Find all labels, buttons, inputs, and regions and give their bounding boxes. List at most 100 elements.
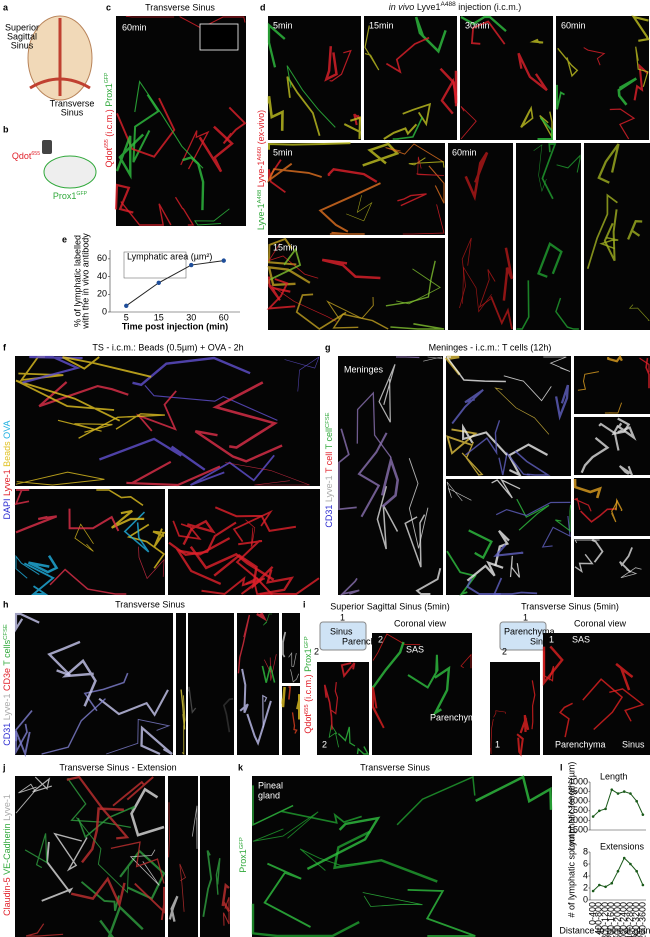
vessel <box>187 686 197 714</box>
vessel <box>329 231 365 235</box>
vessel <box>175 537 231 585</box>
vessel <box>78 413 165 439</box>
point <box>598 809 601 813</box>
syringe <box>42 140 52 154</box>
point <box>622 790 626 793</box>
vessel <box>288 686 292 700</box>
label: Meninges - i.c.m.: T cells (12h) <box>429 342 552 352</box>
vessel <box>25 923 64 937</box>
micrograph <box>282 613 300 683</box>
panel-letter: d <box>260 2 266 12</box>
vessel <box>514 450 551 476</box>
label-part: injection (i.c.m.) <box>456 2 522 12</box>
vessel <box>557 47 579 78</box>
vessel <box>615 662 634 691</box>
rich-label: Claudin-5 VE-Cadherin Lyve-1 <box>2 794 12 916</box>
y-tick-label: 8 <box>583 846 588 856</box>
vessel <box>180 130 210 170</box>
label-part: T cell <box>324 449 334 473</box>
vessel <box>291 712 298 734</box>
vessel <box>286 65 336 128</box>
point <box>641 813 645 816</box>
vessel <box>174 196 195 226</box>
vessel <box>263 862 311 928</box>
point <box>591 815 595 818</box>
vessel <box>537 117 553 140</box>
vessel <box>362 142 400 167</box>
vessel <box>573 497 592 512</box>
vessel <box>385 36 430 74</box>
micrograph <box>15 489 165 595</box>
label-part: GFP <box>76 191 87 197</box>
label-part: A660 <box>257 146 263 160</box>
vessel <box>267 237 297 266</box>
label-part: 655 <box>104 139 110 148</box>
vessel <box>49 568 127 595</box>
vessel <box>239 668 249 714</box>
vessel <box>583 47 606 66</box>
vessel <box>214 506 297 533</box>
vessel <box>533 144 547 193</box>
vessel <box>129 849 160 886</box>
vessel <box>494 387 550 435</box>
label-part: Lyve-1 <box>256 203 266 230</box>
vessel <box>61 658 97 707</box>
panel-letter: a <box>3 2 9 12</box>
vessel <box>509 555 521 578</box>
vessel <box>333 830 438 883</box>
label-part: in vivo <box>389 2 415 12</box>
vessel <box>132 356 251 387</box>
vessel <box>414 16 447 54</box>
y-tick-label: 3500 <box>568 786 588 796</box>
label-part: CD31 <box>324 502 334 528</box>
panel-letter: h <box>3 599 9 609</box>
panel-letter: g <box>325 342 331 352</box>
time-label: 15min <box>273 242 298 252</box>
vessel <box>130 787 165 837</box>
label: Coronal view <box>574 618 627 628</box>
vessel <box>385 143 445 163</box>
x-axis-label: Time post injection (min) <box>122 321 228 331</box>
label-part: OVA <box>2 420 12 438</box>
vessel <box>215 858 221 895</box>
vessel <box>556 154 581 173</box>
vessel <box>372 633 421 661</box>
vessel <box>114 183 134 214</box>
vessel <box>555 297 579 330</box>
y-tick-label: 40 <box>97 271 107 281</box>
label: Transverse Sinus <box>115 599 185 609</box>
vessel <box>202 850 213 917</box>
vessel <box>498 451 530 476</box>
label-part: 655 <box>31 151 40 157</box>
y-tick-label: 4000 <box>568 776 588 786</box>
vessel <box>555 504 572 532</box>
label-part: 655 <box>304 704 310 714</box>
vessel <box>329 49 352 82</box>
vessel <box>67 777 131 829</box>
inner-label: Meninges <box>344 364 384 374</box>
line <box>592 857 644 892</box>
micrograph <box>446 356 571 476</box>
vessel <box>519 714 530 734</box>
time-label: 15min <box>369 20 394 30</box>
x-tick-label: 1200-1600 <box>606 902 616 937</box>
vessel <box>134 882 165 921</box>
rich-label: Qdot655 <box>12 151 40 161</box>
vessel <box>98 437 206 471</box>
vessel <box>179 16 246 29</box>
vessel <box>267 276 291 301</box>
label-part: Claudin-5 <box>2 875 12 916</box>
vessel <box>337 726 356 747</box>
label: Sinus <box>11 40 34 50</box>
vessel <box>261 665 276 683</box>
label: Parenchyma <box>555 739 606 749</box>
vessel <box>556 84 565 110</box>
vessel <box>98 689 169 717</box>
micrograph <box>252 776 552 937</box>
label: Superior Sagittal Sinus (5min) <box>330 601 450 611</box>
vessel <box>286 76 321 137</box>
time-label: 5min <box>273 20 293 30</box>
micrograph <box>516 143 581 330</box>
rich-label: Lyve-1A488 Lyve-1A660 (ex-vivo) <box>256 110 266 230</box>
vessel <box>290 669 300 683</box>
